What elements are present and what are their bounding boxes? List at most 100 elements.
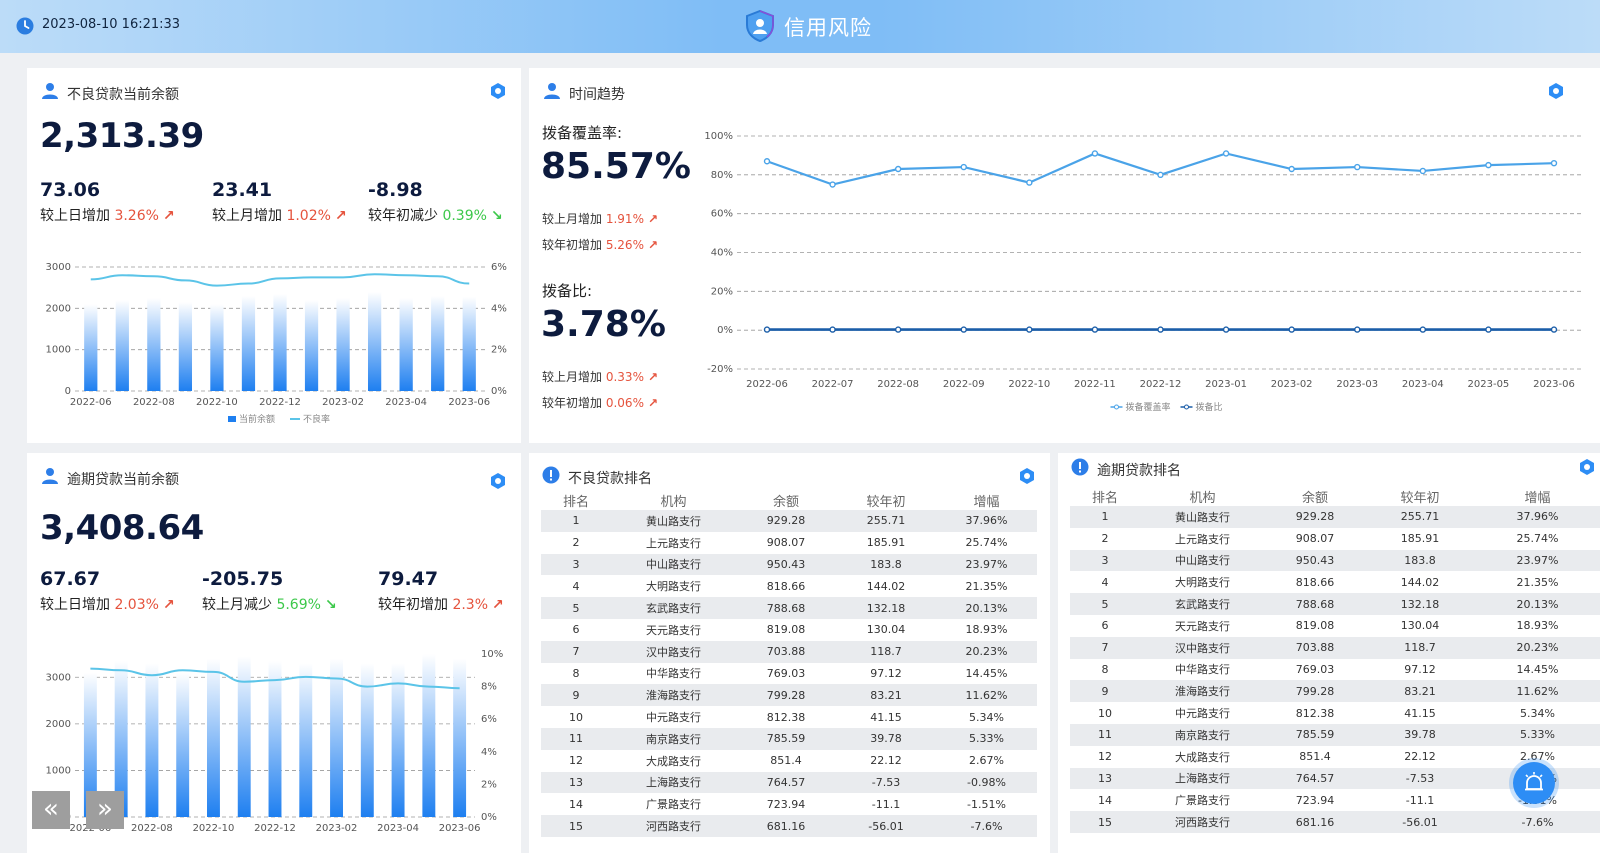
table-cell: -7.53 [1365,767,1475,790]
settings-hex-icon[interactable] [1578,458,1596,476]
table-row[interactable]: 12 大成路支行 851.4 22.12 2.67% [1070,745,1600,768]
top-header: 2023-08-10 16:21:33 信用风险 [0,0,1600,53]
table-row[interactable]: 2 上元路支行 908.07 185.91 25.74% [541,531,1037,554]
overdue-balance-card: 逾期贷款当前余额 3,408.64 67.67 较上日增加 2.03% ↗ -20… [27,453,521,853]
settings-hex-icon[interactable] [1547,82,1565,100]
table-row[interactable]: 3 中山路支行 950.43 183.8 23.97% [541,553,1037,576]
table-row[interactable]: 4 大明路支行 818.66 144.02 21.35% [541,575,1037,598]
table-cell: 3 [1070,549,1140,572]
bar [147,298,161,391]
y-tick-label: -20% [707,364,733,375]
table-row[interactable]: 2 上元路支行 908.07 185.91 25.74% [1070,527,1600,550]
column-header: 余额 [1301,490,1328,506]
table-cell: 8 [1070,658,1140,681]
table-row[interactable]: 7 汉中路支行 703.88 118.7 20.23% [1070,636,1600,659]
table-cell: 上海路支行 [611,771,736,794]
column-header: 增幅 [973,494,1000,510]
table-cell: 5 [541,597,611,619]
table-cell: -0.98% [936,771,1037,794]
bar [431,295,445,391]
table-cell: 7 [541,640,611,663]
table-row[interactable]: 8 中华路支行 769.03 97.12 14.45% [1070,658,1600,681]
table-row[interactable]: 10 中元路支行 812.38 41.15 5.34% [541,706,1037,728]
table-cell: 广景路支行 [1140,789,1265,812]
x-tick-label: 2023-06 [439,823,481,834]
table-cell: 南京路支行 [1140,723,1265,746]
table-cell: 97.12 [1365,658,1475,681]
table-cell: -56.01 [836,815,936,837]
table-cell: 上元路支行 [1140,527,1265,550]
ratio-value: 3.78% [541,304,666,345]
table-cell: 黄山路支行 [611,510,736,532]
table-row[interactable]: 1 黄山路支行 929.28 255.71 37.96% [541,510,1037,532]
table-row[interactable]: 9 淮海路支行 799.28 83.21 11.62% [541,684,1037,707]
table-row[interactable]: 15 河西路支行 681.16 -56.01 -7.6% [541,815,1037,837]
table-cell: 97.12 [836,662,936,685]
settings-hex-icon[interactable] [1018,467,1036,485]
table-row[interactable]: 9 淮海路支行 799.28 83.21 11.62% [1070,680,1600,703]
y2-tick-label: 2% [481,779,497,790]
table-row[interactable]: 11 南京路支行 785.59 39.78 5.33% [541,727,1037,750]
table-cell: 天元路支行 [1140,614,1265,637]
y-tick-label: 20% [711,286,733,297]
legend-label: 拨备比 [1196,401,1223,413]
table-cell: 11.62% [1475,680,1600,703]
table-cell: 中华路支行 [611,662,736,685]
table-row[interactable]: 11 南京路支行 785.59 39.78 5.33% [1070,723,1600,746]
stat-label: 较上日增加 2.03% ↗ [40,597,175,613]
data-point [1485,161,1492,169]
table-cell: 819.08 [736,618,836,641]
table-row[interactable]: 5 玄武路支行 788.68 132.18 20.13% [541,597,1037,619]
table-row[interactable]: 10 中元路支行 812.38 41.15 5.34% [1070,702,1600,724]
table-cell: 中元路支行 [611,706,736,728]
settings-hex-icon[interactable] [489,82,507,100]
table-row[interactable]: 8 中华路支行 769.03 97.12 14.45% [541,662,1037,685]
table-cell: 950.43 [736,553,836,576]
data-point [1550,326,1558,333]
table-row[interactable]: 5 玄武路支行 788.68 132.18 20.13% [1070,593,1600,615]
table-row[interactable]: 3 中山路支行 950.43 183.8 23.97% [1070,549,1600,572]
x-tick-label: 2023-04 [385,397,427,408]
column-header: 排名 [562,494,589,510]
data-point [960,326,967,333]
table-cell: 25.74% [936,531,1037,554]
table-cell: 23.97% [1475,549,1600,572]
table-cell: 929.28 [1265,506,1365,528]
y2-tick-label: 8% [481,682,497,693]
npl-bar-line-chart: 0 1000 2000 3000 0% 2% 4% 6% 2022-06 2022-08 2022-… [46,262,507,425]
table-cell: 11 [1070,723,1140,746]
table-row[interactable]: 4 大明路支行 818.66 144.02 21.35% [1070,571,1600,594]
x-tick-label: 2023-03 [1336,379,1378,390]
table-cell: 83.21 [1365,680,1475,703]
table-row[interactable]: 7 汉中路支行 703.88 118.7 20.23% [541,640,1037,663]
stat-value: 23.41 [212,179,273,201]
data-point [1222,326,1230,333]
y-tick-label: 3000 [46,262,71,273]
table-cell: 769.03 [736,662,836,685]
table-cell: 144.02 [1365,571,1475,594]
info-icon [1071,458,1089,476]
table-row[interactable]: 15 河西路支行 681.16 -56.01 -7.6% [1070,811,1600,833]
table-row[interactable]: 6 天元路支行 819.08 130.04 18.93% [1070,614,1600,637]
table-cell: 681.16 [1265,811,1365,833]
table-cell: 799.28 [1265,680,1365,703]
table-row[interactable]: 12 大成路支行 851.4 22.12 2.67% [541,749,1037,772]
table-cell: 83.21 [836,684,936,707]
alarm-float-button[interactable] [1513,762,1555,804]
settings-hex-icon[interactable] [489,472,507,490]
y-tick-label: 0% [717,325,733,336]
data-point [1157,171,1164,179]
x-tick-label: 2023-06 [1533,379,1575,390]
x-tick-label: 2022-08 [877,379,919,390]
table-cell: 15 [541,815,611,837]
table-row[interactable]: 6 天元路支行 819.08 130.04 18.93% [541,618,1037,641]
data-point [960,163,967,171]
legend-marker [1184,404,1189,410]
x-tick-label: 2022-12 [1140,379,1182,390]
table-row[interactable]: 1 黄山路支行 929.28 255.71 37.96% [1070,506,1600,528]
prev-page-button[interactable]: « [32,791,70,829]
next-page-button[interactable]: » [86,791,124,829]
